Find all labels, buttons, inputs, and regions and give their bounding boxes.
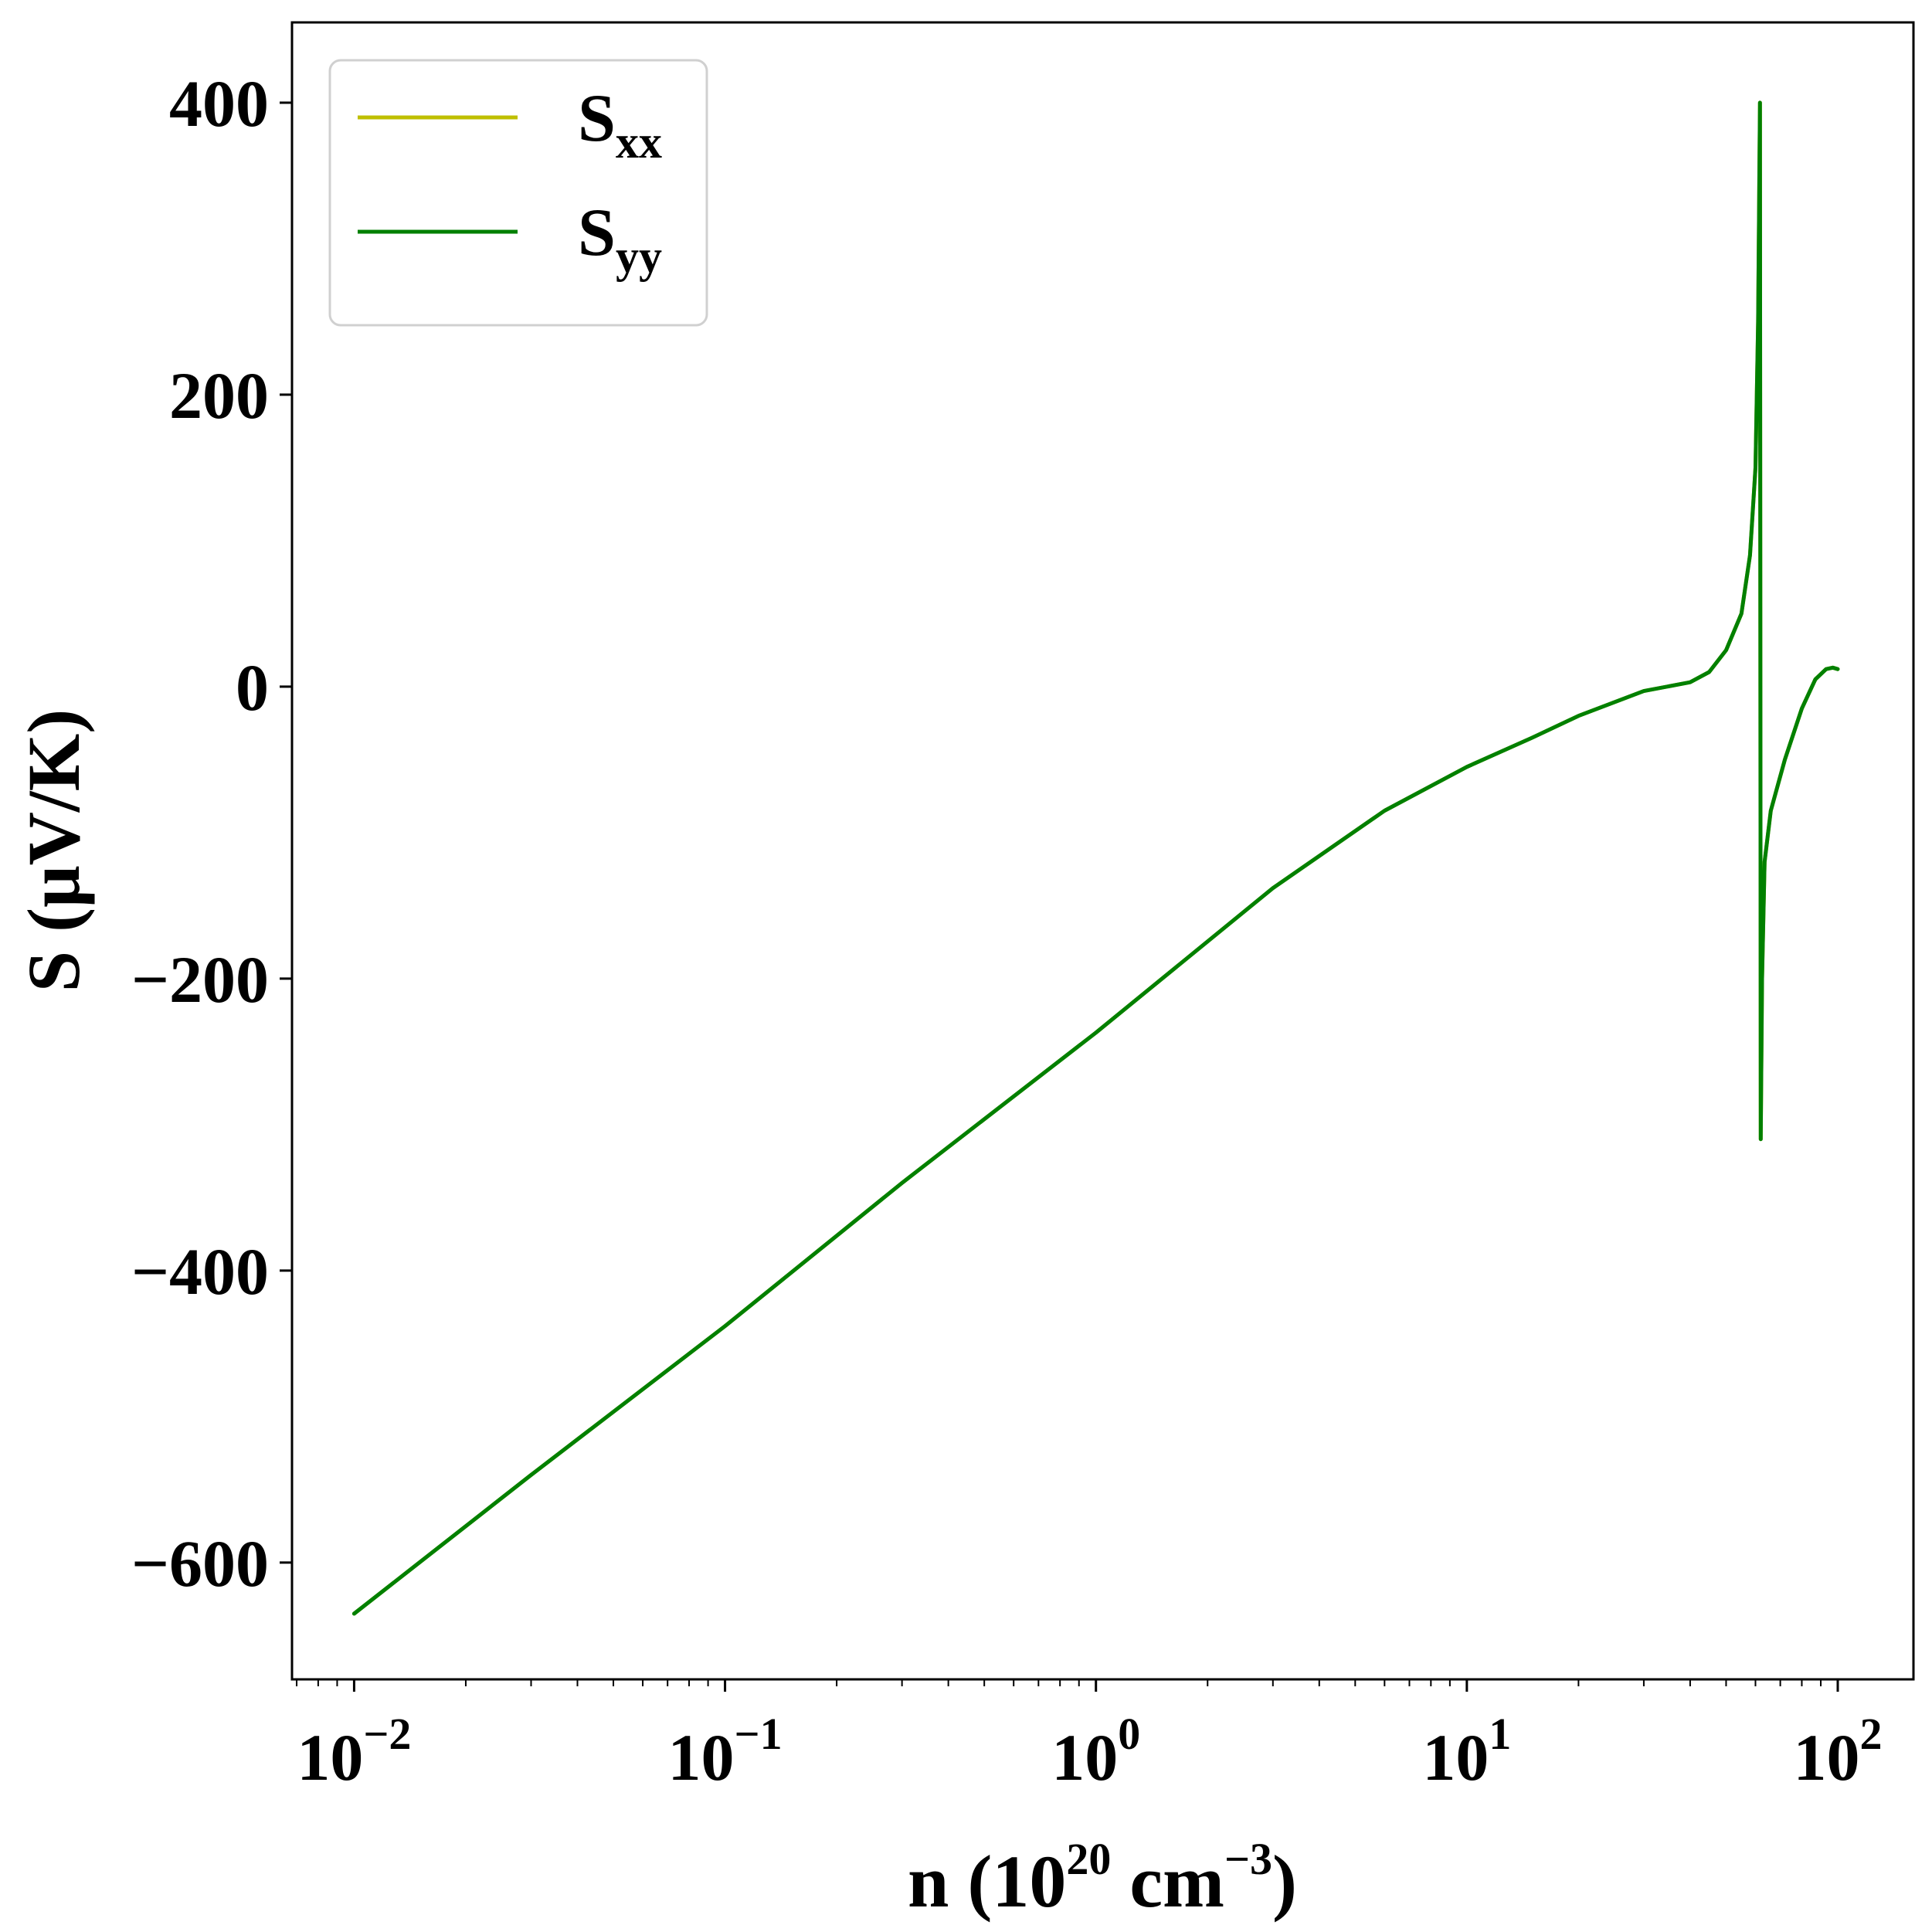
y-axis-title: S (μV/K) — [12, 709, 95, 992]
x-axis: 10−2 10−1 100 101 102 — [296, 1679, 1882, 1794]
legend: Sxx Syy — [328, 59, 708, 327]
series-line-yy — [351, 100, 1840, 1616]
y-tick-label: −400 — [131, 1234, 269, 1309]
series-layer — [351, 100, 1840, 1616]
x-axis-title: n (1020 cm−3) — [908, 1834, 1297, 1923]
y-tick-label: −600 — [131, 1526, 269, 1601]
x-tick-label: 102 — [1793, 1709, 1882, 1794]
y-axis: 400 200 0 −200 −400 −600 — [131, 66, 292, 1601]
y-tick-label: −200 — [131, 942, 269, 1017]
y-tick-label: 200 — [169, 358, 269, 433]
x-tick-label: 101 — [1422, 1709, 1511, 1794]
x-tick-label: 10−1 — [668, 1709, 783, 1794]
y-tick-label: 0 — [236, 650, 269, 725]
x-tick-label: 100 — [1051, 1709, 1140, 1794]
legend-box — [328, 59, 708, 327]
x-tick-label: 10−2 — [297, 1709, 411, 1794]
y-tick-label: 400 — [169, 66, 269, 141]
legend-label-yy: Syy — [578, 195, 662, 282]
legend-label-xx: Sxx — [578, 81, 662, 168]
legend-items: Sxx Syy — [358, 81, 662, 282]
plot-frame — [290, 21, 1915, 1681]
